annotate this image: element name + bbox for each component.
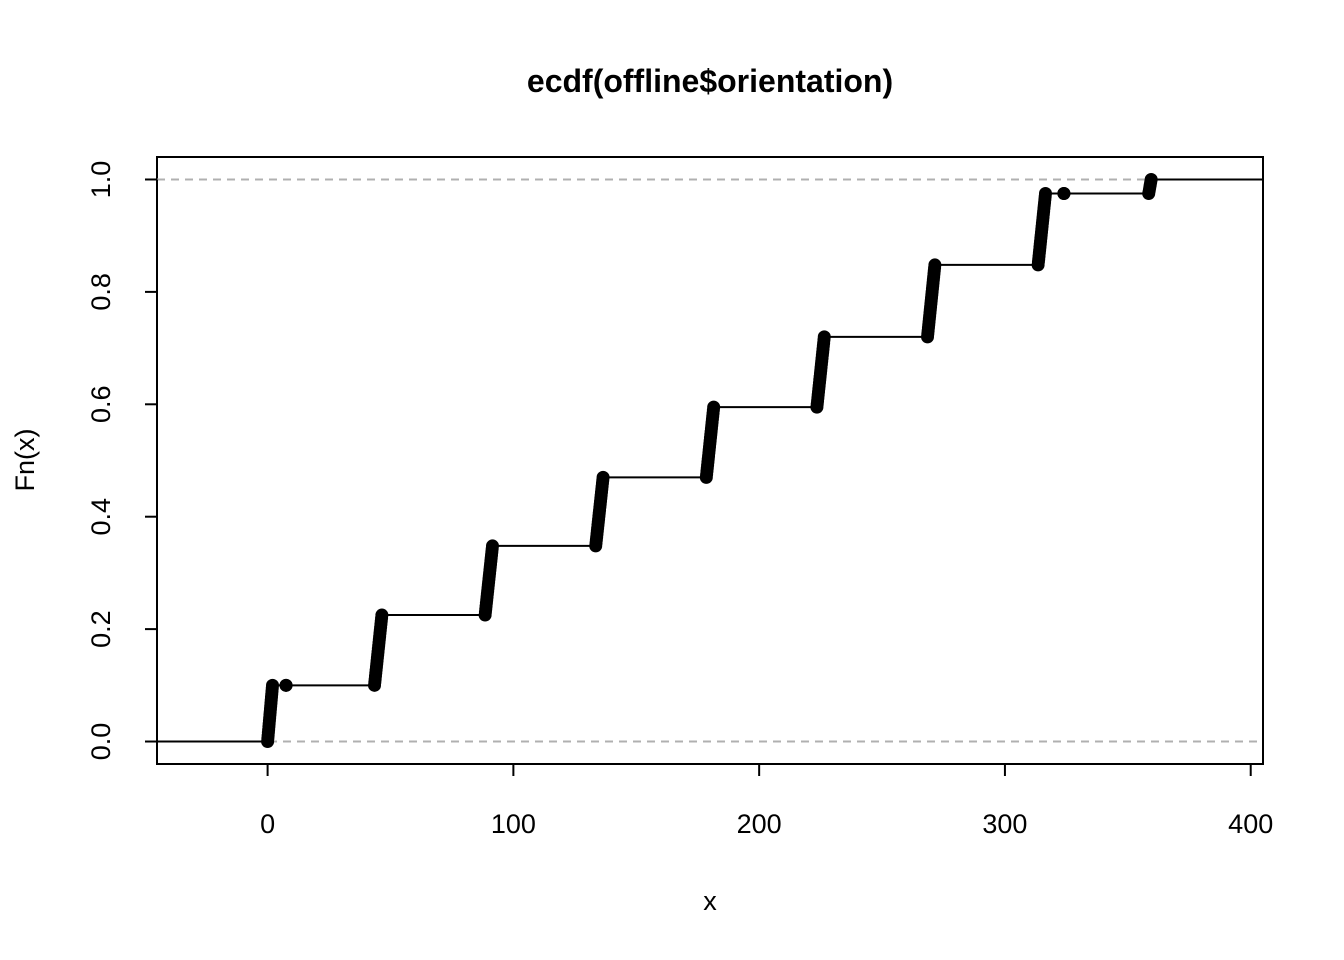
data-point [817, 330, 831, 344]
data-points [261, 172, 1158, 749]
x-axis: 0 100 200 300 400 [260, 763, 1273, 839]
data-point [279, 678, 293, 692]
x-tick-label: 400 [1228, 809, 1273, 839]
chart-title: ecdf(offline$orientation) [527, 63, 893, 99]
y-tick-label: 0.4 [86, 498, 116, 536]
x-axis-label: x [703, 886, 717, 916]
data-point [928, 258, 942, 272]
y-tick-label: 0.8 [86, 273, 116, 311]
data-point [596, 470, 610, 484]
x-tick-label: 100 [491, 809, 536, 839]
y-tick-label: 0.2 [86, 610, 116, 648]
x-tick-label: 300 [982, 809, 1027, 839]
y-tick-label: 1.0 [86, 161, 116, 199]
reference-lines [157, 178, 1263, 743]
x-tick-label: 200 [737, 809, 782, 839]
data-point [1057, 187, 1071, 201]
data-point [707, 400, 721, 414]
y-axis-label: Fn(x) [10, 429, 40, 492]
data-point [1038, 187, 1052, 201]
data-point [375, 608, 389, 622]
y-tick-label: 0.0 [86, 723, 116, 761]
data-point [1144, 172, 1158, 186]
data-point [485, 539, 499, 553]
y-axis: 0.0 0.2 0.4 0.6 0.8 1.0 [86, 161, 158, 761]
y-tick-label: 0.6 [86, 386, 116, 424]
data-point [266, 678, 280, 692]
x-tick-label: 0 [260, 809, 275, 839]
